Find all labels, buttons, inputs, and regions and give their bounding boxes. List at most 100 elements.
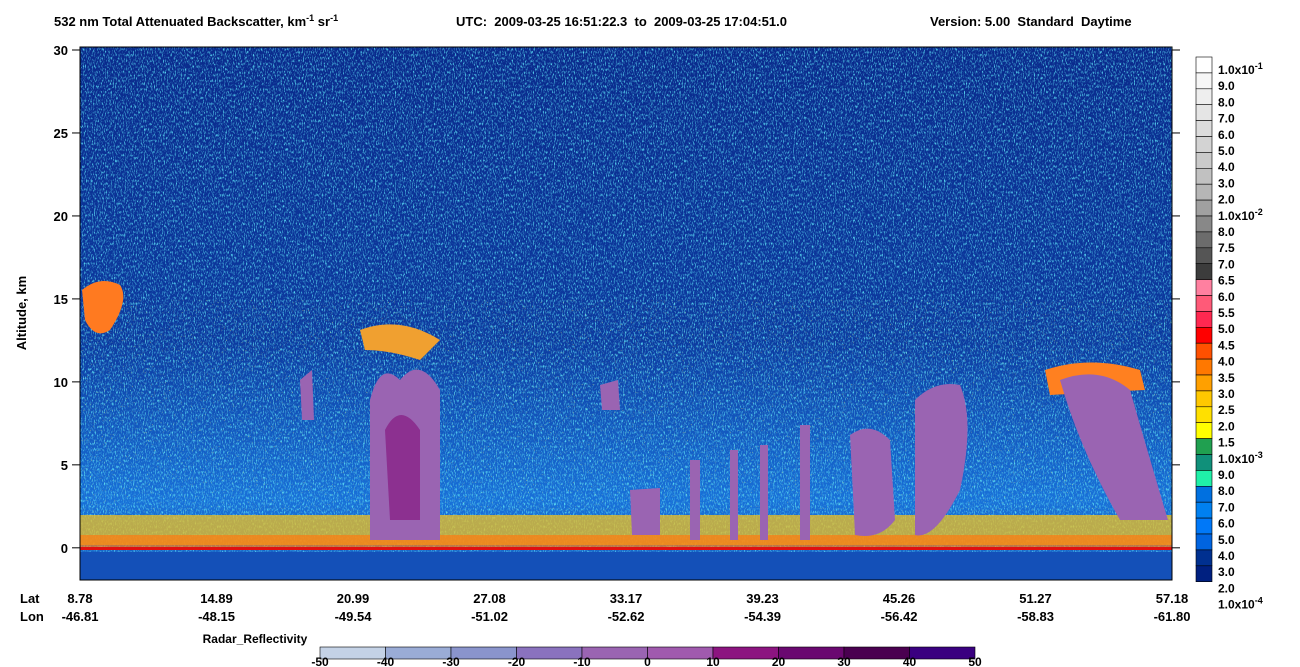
colorbar-label-text: 3.5	[1218, 371, 1235, 385]
x-tick-label: -49.54	[335, 609, 373, 624]
colorbar-box	[1195, 549, 1213, 567]
radar-tick-label: 0	[644, 655, 651, 667]
colorbar-box	[1195, 326, 1213, 344]
utc-range: UTC: 2009-03-25 16:51:22.3 to 2009-03-25…	[456, 14, 787, 29]
colorbar-label: 8.0	[1218, 225, 1235, 239]
colorbar-label: 3.0	[1218, 387, 1235, 401]
radar-box	[909, 646, 976, 660]
x-tick-label: 57.18	[1156, 591, 1189, 606]
colorbar-label: 9.0	[1218, 468, 1235, 482]
colorbar-label-text: 4.0	[1218, 160, 1235, 174]
y-tick-label: 10	[54, 375, 68, 390]
colorbar-label: 1.0x10-1	[1218, 61, 1263, 77]
title-part: 532 nm Total Attenuated Backscatter, km	[54, 14, 306, 29]
colorbar-box	[1195, 263, 1213, 280]
x-tick-label: -46.81	[62, 609, 99, 624]
y-tick-label: 25	[54, 126, 68, 141]
colorbar-label: 5.0	[1218, 144, 1235, 158]
colorbar-label-text: 8.0	[1218, 225, 1235, 239]
radar-box	[712, 646, 779, 660]
y-tick-label: 5	[61, 458, 68, 473]
colorbar-label-text: 3.0	[1218, 565, 1235, 579]
colorbar-box	[1195, 485, 1213, 503]
colorbar-label-text: 4.0	[1218, 355, 1235, 369]
colorbar-label-text: 7.0	[1218, 500, 1235, 514]
colorbar-label: 9.0	[1218, 79, 1235, 93]
y-tick-label: 20	[54, 209, 68, 224]
colorbar-label: 6.5	[1218, 274, 1235, 288]
colorbar-box	[1195, 470, 1213, 487]
colorbar-box	[1195, 501, 1213, 519]
colorbar-label-text: 8.0	[1218, 484, 1235, 498]
colorbar-label: 2.0	[1218, 581, 1235, 595]
colorbar-box	[1195, 168, 1213, 185]
radar-tick-label: 20	[772, 655, 786, 667]
colorbar-label: 6.0	[1218, 290, 1235, 304]
colorbar-label: 5.0	[1218, 322, 1235, 336]
radar-tick-label: -20	[508, 655, 526, 667]
x-row-name: Lat	[20, 591, 40, 606]
colorbar-label-text: 1.0x10	[1218, 63, 1255, 77]
x-tick-label: -54.39	[744, 609, 781, 624]
x-tick-label: 8.78	[67, 591, 92, 606]
colorbar-label: 4.0	[1218, 549, 1235, 563]
x-tick-label: -48.15	[198, 609, 235, 624]
colorbar-box	[1195, 342, 1213, 360]
x-tick-label: 27.08	[473, 591, 506, 606]
colorbar-label: 4.0	[1218, 355, 1235, 369]
colorbar-label: 4.0	[1218, 160, 1235, 174]
radar-box	[778, 646, 845, 660]
radar-tick-label: -40	[377, 655, 395, 667]
colorbar-box	[1195, 199, 1213, 217]
colorbar-box	[1195, 136, 1213, 153]
colorbar-box	[1195, 406, 1213, 423]
x-tick-label: 45.26	[883, 591, 916, 606]
radar-tick-label: -30	[442, 655, 460, 667]
colorbar-box	[1195, 183, 1213, 201]
radar-box	[450, 646, 517, 660]
colorbar-label: 2.5	[1218, 403, 1235, 417]
colorbar-box	[1195, 152, 1213, 169]
radar-tick-label: 30	[837, 655, 851, 667]
colorbar-label: 8.0	[1218, 484, 1235, 498]
radar-tick-label: 40	[903, 655, 917, 667]
colorbar-box	[1195, 565, 1213, 582]
radar-box	[581, 646, 648, 660]
colorbar-box	[1195, 533, 1213, 551]
colorbar-label-text: 1.0x10	[1218, 452, 1255, 466]
colorbar-box	[1195, 454, 1213, 471]
colorbar-label: 3.0	[1218, 565, 1235, 579]
colorbar-label-text: 3.0	[1218, 176, 1235, 190]
colorbar-box	[1195, 295, 1213, 312]
colorbar-label-text: 1.0x10	[1218, 209, 1255, 223]
x-tick-label: 20.99	[337, 591, 370, 606]
title-part: -1	[306, 13, 314, 23]
radar-box	[647, 646, 714, 660]
version: Version: 5.00 Standard Daytime	[930, 14, 1132, 29]
radar-tick-label: -10	[573, 655, 591, 667]
colorbar-box	[1195, 374, 1213, 392]
colorbar-label-text: 3.0	[1218, 387, 1235, 401]
colorbar-label-text: 1.0x10	[1218, 598, 1255, 612]
colorbar-label: 1.5	[1218, 436, 1235, 450]
colorbar-label-text: 6.0	[1218, 517, 1235, 531]
colorbar-label-text: 2.0	[1218, 419, 1235, 433]
colorbar-label: 8.0	[1218, 95, 1235, 109]
x-tick-label: 33.17	[610, 591, 643, 606]
y-tick-label: 30	[54, 43, 68, 58]
x-tick-label: -61.80	[1154, 609, 1191, 624]
radar-box	[843, 646, 910, 660]
colorbar-label: 4.5	[1218, 338, 1235, 352]
radar-box	[516, 646, 583, 660]
radar-box	[385, 646, 452, 660]
colorbar-box	[1195, 88, 1213, 106]
title-part: sr	[314, 14, 330, 29]
radar-tick-label: -50	[311, 655, 329, 667]
colorbar-label-text: 6.0	[1218, 290, 1235, 304]
colorbar-box	[1195, 104, 1213, 121]
colorbar-label-text: 2.0	[1218, 581, 1235, 595]
colorbar-box	[1195, 517, 1213, 535]
plot-frame	[79, 46, 1173, 581]
colorbar-label: 7.0	[1218, 500, 1235, 514]
